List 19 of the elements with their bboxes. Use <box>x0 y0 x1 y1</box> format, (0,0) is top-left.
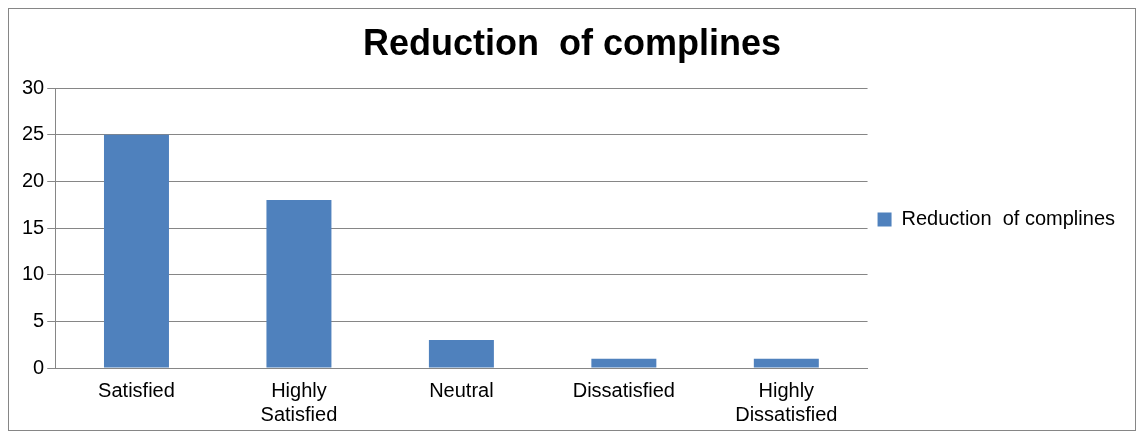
bar <box>428 340 494 368</box>
x-tick-label: Dissatisfied <box>572 378 675 401</box>
y-tick-label: 5 <box>33 308 45 331</box>
x-tick-label: Satisfied <box>98 378 175 401</box>
x-tick-label: Highly Dissatisfied <box>735 378 838 425</box>
y-tick-label: 10 <box>22 262 45 285</box>
chart-title: Reduction of complines <box>362 21 782 63</box>
legend-label: Reduction of complines <box>901 207 1116 230</box>
y-tick-label: 30 <box>22 75 45 98</box>
bar <box>753 358 819 368</box>
x-tick-label: Neutral <box>429 378 494 401</box>
y-tick-label: 20 <box>22 168 45 191</box>
y-tick-label: 0 <box>33 355 45 378</box>
bar <box>103 134 169 368</box>
bar <box>591 358 657 368</box>
bar <box>266 200 332 368</box>
y-tick-label: 15 <box>22 215 45 238</box>
y-tick-label: 25 <box>22 122 45 145</box>
x-tick-label: Highly Satisfied <box>260 378 338 425</box>
